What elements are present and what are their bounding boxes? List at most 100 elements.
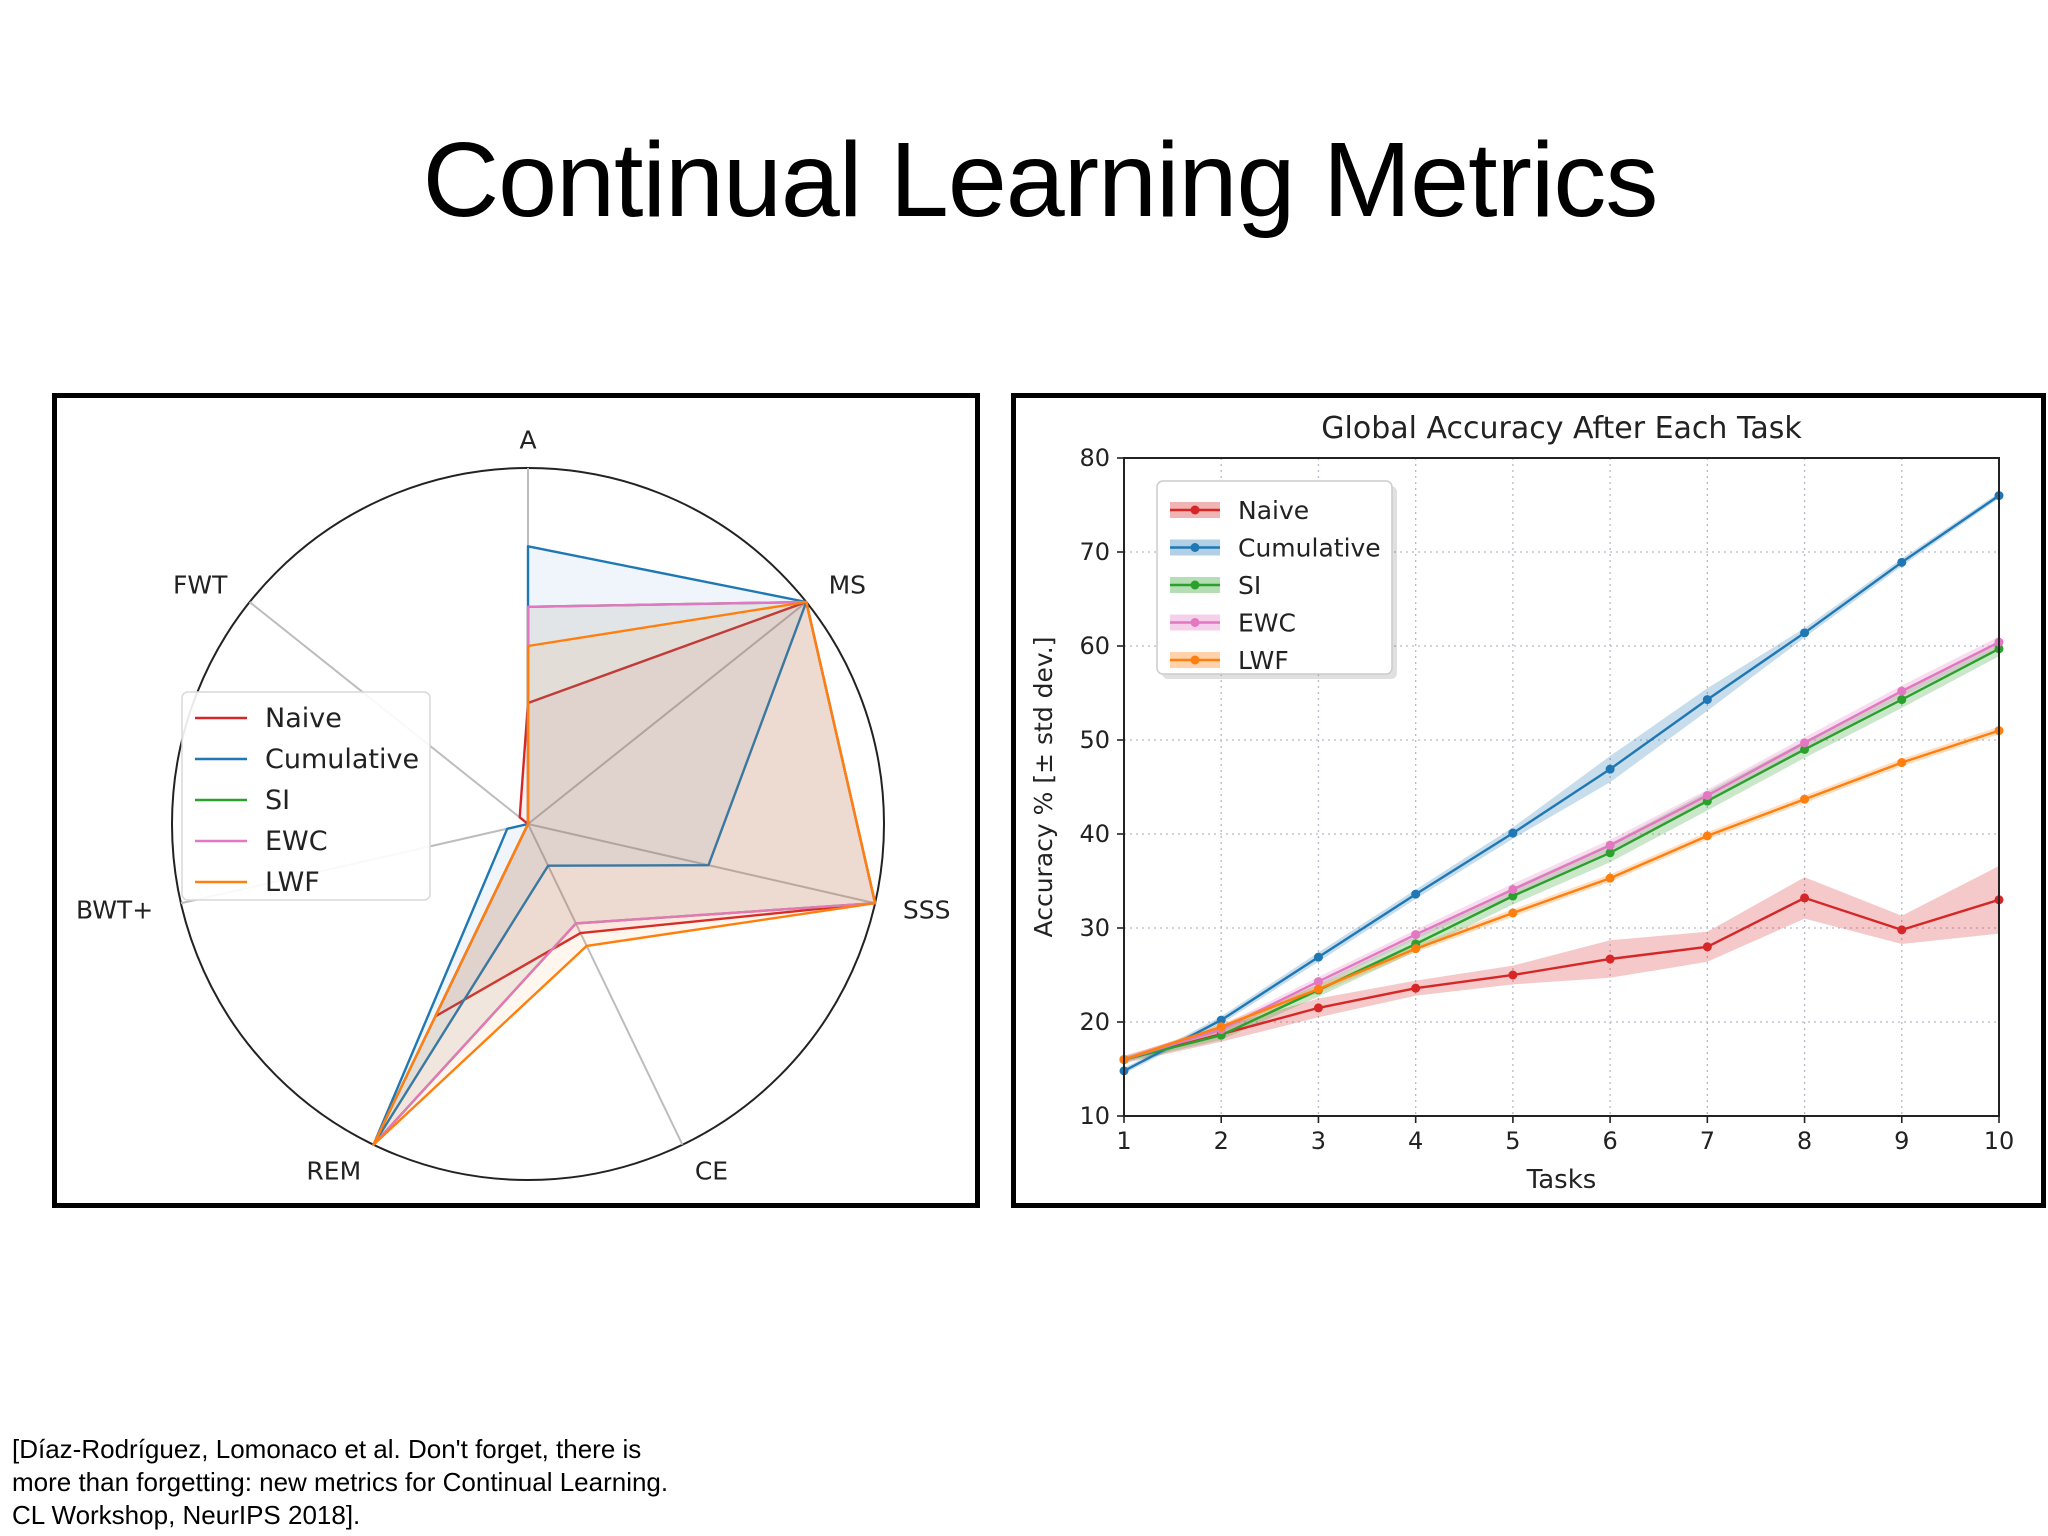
series-line-cumulative: [1123, 494, 2000, 1072]
line-chart-panel: Global Accuracy After Each Task 1 2 3 4 5 6 7 8 9…: [1011, 393, 2046, 1208]
line-legend: Naive Cumulative SI EWC LWF: [1156, 480, 1397, 679]
radar-spoke: [527, 601, 807, 825]
radar-axis-label-ms: MS: [829, 570, 866, 599]
line-legend-label-naive: Naive: [1238, 496, 1309, 525]
data-point-naive: [1897, 925, 1907, 935]
radar-axis-label-sss: SSS: [903, 896, 951, 925]
line-legend-marker-cumulative: [1190, 543, 1200, 552]
slide-title: Continual Learning Metrics: [422, 121, 1659, 239]
x-axis-label: Tasks: [1526, 1165, 1597, 1195]
citation-line: CL Workshop, NeurIPS 2018].: [12, 1500, 361, 1530]
radar-legend-box: [181, 691, 431, 901]
data-point-ewc: [1800, 738, 1810, 748]
line-chart: Global Accuracy After Each Task 1 2 3 4 5 6 7 8 9…: [1029, 411, 2015, 1195]
data-point-lwf: [1411, 944, 1421, 954]
x-tick-label: 1: [1116, 1127, 1131, 1155]
y-tick-label: 60: [1079, 632, 1110, 660]
series-line-naive: [1123, 896, 2000, 1061]
y-tick-label: 30: [1079, 914, 1110, 942]
radar-axis-label-fwt: FWT: [173, 570, 228, 599]
line-legend-box: [1156, 480, 1393, 675]
data-point-naive: [1313, 1003, 1323, 1013]
y-tick-label: 70: [1079, 538, 1110, 566]
citation-line: more than forgetting: new metrics for Co…: [12, 1467, 669, 1497]
radar-chart: A MS SSS CE REM BWT+ FWT Naive Cumulative SI EWC LW…: [76, 426, 951, 1186]
data-point-si: [1605, 848, 1615, 858]
line-legend-marker-lwf: [1190, 655, 1200, 665]
line-legend-label-si: SI: [1238, 571, 1261, 600]
y-axis-label: Accuracy % [± std dev.]: [1029, 637, 1058, 938]
line-legend-label-cumulative: Cumulative: [1238, 534, 1381, 563]
data-point-lwf: [1897, 758, 1907, 768]
citation: [Díaz-Rodríguez, Lomonaco et al. Don't f…: [12, 1433, 772, 1532]
x-tick-label: 2: [1214, 1127, 1229, 1155]
data-point-ewc: [1897, 686, 1907, 696]
line-legend-marker-ewc: [1190, 618, 1200, 627]
radar-spoke: [527, 823, 684, 1146]
radar-legend: Naive Cumulative SI EWC LWF: [181, 691, 431, 901]
radar-area-cumulative: [373, 546, 807, 1145]
series-line-ewc: [1123, 641, 2000, 1061]
data-point-cumulative: [1508, 828, 1518, 838]
data-point-si: [1800, 744, 1810, 754]
data-point-naive: [1411, 983, 1421, 993]
data-point-ewc: [1313, 977, 1323, 987]
data-point-naive: [1702, 942, 1712, 952]
line-chart-title: Global Accuracy After Each Task: [1321, 411, 1802, 446]
citation-line: [Díaz-Rodríguez, Lomonaco et al. Don't f…: [12, 1434, 642, 1464]
data-point-si: [1897, 695, 1907, 705]
x-tick-label: 7: [1700, 1127, 1715, 1155]
data-point-lwf: [1702, 831, 1712, 841]
data-point-si: [1508, 891, 1518, 901]
radar-axis-label-bwt: BWT+: [76, 896, 153, 925]
radar-axis-label-rem: REM: [306, 1156, 361, 1185]
plot-frame: [1123, 457, 2000, 1117]
data-point-naive: [1508, 970, 1518, 980]
data-point-ewc: [1411, 930, 1421, 940]
data-point-lwf: [1800, 794, 1810, 804]
x-tick-label: 10: [1984, 1127, 2015, 1155]
line-legend-marker-naive: [1190, 505, 1200, 515]
radar-legend-label-cumulative: Cumulative: [265, 744, 419, 775]
series-line-si: [1123, 647, 2000, 1061]
data-point-lwf: [1508, 908, 1518, 918]
data-point-naive: [1605, 954, 1615, 964]
line-legend-label-ewc: EWC: [1238, 609, 1296, 638]
y-tick-label: 40: [1079, 820, 1110, 848]
line-legend-label-lwf: LWF: [1238, 646, 1289, 675]
data-point-ewc: [1605, 840, 1615, 850]
data-point-cumulative: [1216, 1015, 1226, 1025]
data-point-cumulative: [1605, 764, 1615, 774]
radar-series-lwf: [372, 600, 877, 1146]
radar-area-ewc: [373, 602, 876, 1145]
std-band-lwf: [1124, 726, 1999, 1062]
radar-legend-label-si: SI: [265, 785, 290, 816]
x-tick-label: 9: [1894, 1127, 1909, 1155]
std-band-naive: [1124, 866, 1999, 1064]
radar-axis-label-a: A: [519, 426, 536, 455]
radar-area-naive: [435, 602, 876, 1017]
radar-legend-label-naive: Naive: [265, 703, 342, 734]
y-tick-label: 20: [1079, 1008, 1110, 1036]
data-point-lwf: [1216, 1022, 1226, 1032]
y-tick-label: 50: [1079, 726, 1110, 754]
data-point-cumulative: [1800, 628, 1810, 638]
radar-legend-label-lwf: LWF: [265, 867, 320, 898]
data-point-cumulative: [1411, 889, 1421, 899]
data-point-lwf: [1605, 873, 1615, 883]
line-legend-marker-si: [1190, 580, 1200, 590]
radar-area-si: [373, 602, 876, 1145]
x-tick-label: 6: [1602, 1127, 1617, 1155]
radar-axis-label-ce: CE: [695, 1156, 728, 1185]
radar-area-lwf: [373, 602, 876, 1145]
x-tick-label: 5: [1505, 1127, 1520, 1155]
x-tick-label: 8: [1797, 1127, 1812, 1155]
radar-legend-label-ewc: EWC: [265, 826, 328, 857]
radar-series-cumulative: [372, 545, 808, 1146]
radar-chart-panel: A MS SSS CE REM BWT+ FWT Naive Cumulative SI EWC LW…: [52, 393, 980, 1208]
x-tick-label: 3: [1311, 1127, 1326, 1155]
data-point-cumulative: [1897, 557, 1907, 567]
data-point-lwf: [1313, 984, 1323, 994]
data-point-cumulative: [1313, 952, 1323, 962]
x-tick-label: 4: [1408, 1127, 1423, 1155]
